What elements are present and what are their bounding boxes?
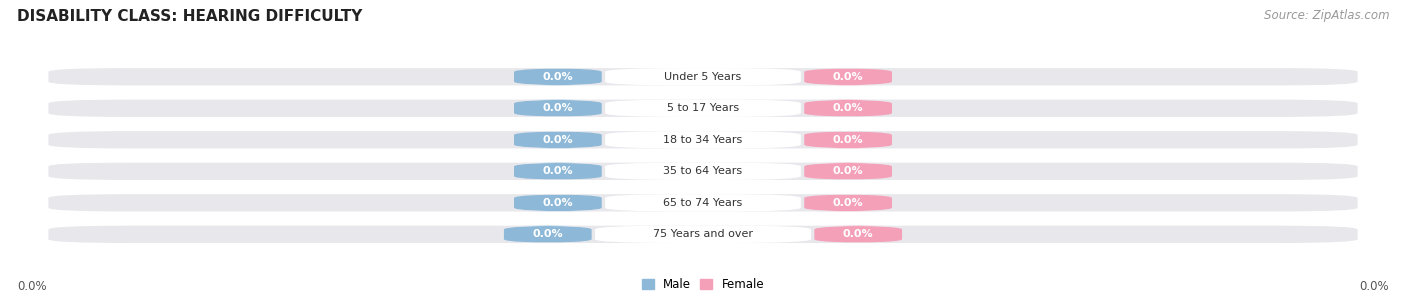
Text: 0.0%: 0.0% [543, 166, 574, 176]
Text: 0.0%: 0.0% [844, 229, 873, 239]
Text: 0.0%: 0.0% [832, 166, 863, 176]
Text: Under 5 Years: Under 5 Years [665, 72, 741, 82]
FancyBboxPatch shape [48, 131, 1358, 149]
Text: 0.0%: 0.0% [533, 229, 562, 239]
FancyBboxPatch shape [48, 68, 1358, 85]
Text: 35 to 64 Years: 35 to 64 Years [664, 166, 742, 176]
FancyBboxPatch shape [503, 226, 592, 243]
FancyBboxPatch shape [48, 100, 1358, 117]
Text: 18 to 34 Years: 18 to 34 Years [664, 135, 742, 145]
Text: 0.0%: 0.0% [543, 103, 574, 113]
FancyBboxPatch shape [804, 100, 891, 117]
Text: 0.0%: 0.0% [1360, 280, 1389, 293]
FancyBboxPatch shape [515, 131, 602, 149]
Text: 0.0%: 0.0% [832, 103, 863, 113]
Text: 5 to 17 Years: 5 to 17 Years [666, 103, 740, 113]
Text: 0.0%: 0.0% [832, 198, 863, 208]
FancyBboxPatch shape [804, 194, 891, 211]
FancyBboxPatch shape [48, 163, 1358, 180]
FancyBboxPatch shape [48, 194, 1358, 211]
Text: Source: ZipAtlas.com: Source: ZipAtlas.com [1264, 9, 1389, 22]
FancyBboxPatch shape [605, 68, 801, 85]
FancyBboxPatch shape [515, 100, 602, 117]
FancyBboxPatch shape [605, 194, 801, 211]
FancyBboxPatch shape [605, 131, 801, 149]
Text: 65 to 74 Years: 65 to 74 Years [664, 198, 742, 208]
FancyBboxPatch shape [595, 226, 811, 243]
Text: 0.0%: 0.0% [543, 198, 574, 208]
FancyBboxPatch shape [804, 163, 891, 180]
Text: 0.0%: 0.0% [543, 135, 574, 145]
Legend: Male, Female: Male, Female [637, 274, 769, 296]
Text: 0.0%: 0.0% [17, 280, 46, 293]
FancyBboxPatch shape [804, 68, 891, 85]
FancyBboxPatch shape [515, 163, 602, 180]
FancyBboxPatch shape [515, 194, 602, 211]
FancyBboxPatch shape [804, 131, 891, 149]
FancyBboxPatch shape [605, 163, 801, 180]
FancyBboxPatch shape [814, 226, 903, 243]
FancyBboxPatch shape [515, 68, 602, 85]
Text: 0.0%: 0.0% [543, 72, 574, 82]
FancyBboxPatch shape [605, 100, 801, 117]
Text: 0.0%: 0.0% [832, 135, 863, 145]
FancyBboxPatch shape [48, 226, 1358, 243]
Text: 75 Years and over: 75 Years and over [652, 229, 754, 239]
Text: 0.0%: 0.0% [832, 72, 863, 82]
Text: DISABILITY CLASS: HEARING DIFFICULTY: DISABILITY CLASS: HEARING DIFFICULTY [17, 9, 363, 24]
